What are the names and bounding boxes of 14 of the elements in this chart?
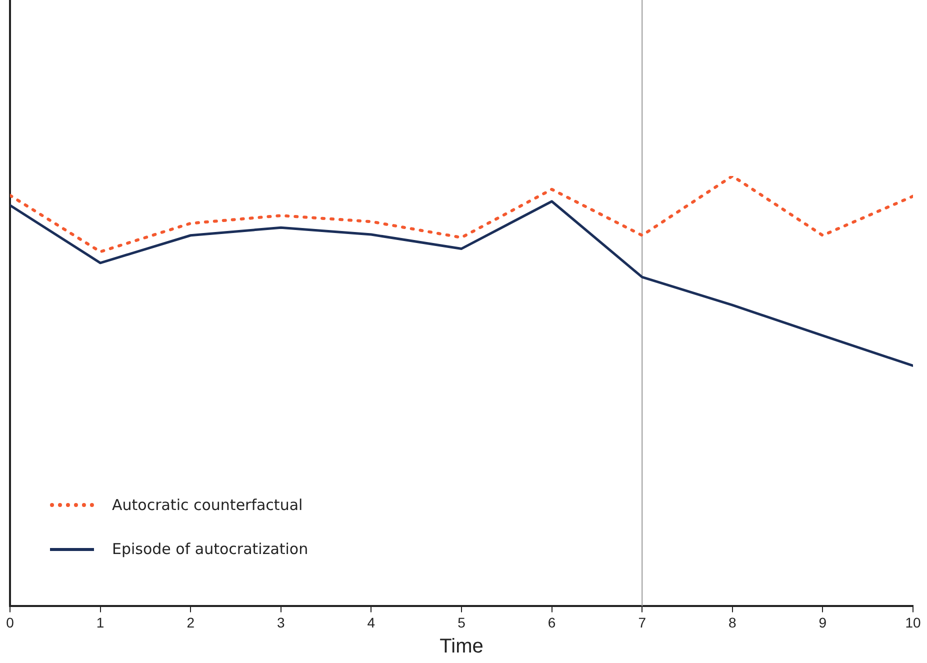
x-tick-label: 1 [96, 614, 104, 630]
x-tick-label: 10 [905, 614, 921, 630]
x-tick-label: 9 [818, 614, 827, 630]
x-tick-label: 6 [548, 614, 556, 630]
legend-label: Episode of autocratization [112, 540, 308, 558]
x-tick-label: 0 [6, 614, 14, 630]
x-tick-label: 5 [458, 614, 466, 630]
x-tick-label: 3 [277, 614, 285, 630]
x-axis-title: Time [440, 636, 484, 658]
legend-label: Autocratic counterfactual [112, 496, 303, 514]
x-tick-label: 4 [367, 614, 376, 630]
x-tick-label: 2 [186, 614, 195, 630]
x-tick-label: 7 [638, 614, 646, 630]
x-tick-label: 8 [728, 614, 736, 630]
